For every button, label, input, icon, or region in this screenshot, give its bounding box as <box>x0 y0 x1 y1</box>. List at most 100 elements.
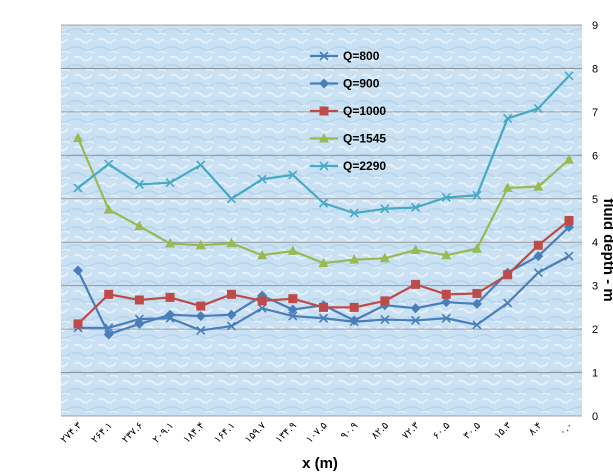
legend-entry: Q=800 <box>310 49 380 63</box>
data-point <box>472 320 482 330</box>
legend-marker <box>319 133 329 143</box>
data-point <box>533 240 543 250</box>
data-point <box>165 238 176 248</box>
data-point <box>288 170 298 180</box>
data-point <box>226 321 237 331</box>
data-point <box>380 204 390 214</box>
data-point <box>257 174 267 184</box>
data-point <box>533 268 543 278</box>
legend-marker <box>319 51 329 61</box>
data-point <box>226 289 236 299</box>
data-point <box>502 182 513 192</box>
data-point <box>379 252 390 263</box>
data-point <box>257 303 267 313</box>
series-2 <box>73 216 574 329</box>
data-point <box>349 254 360 264</box>
data-point <box>472 288 482 298</box>
legend-marker <box>319 106 329 116</box>
data-point <box>103 329 114 340</box>
data-point <box>226 237 237 248</box>
data-point <box>410 244 421 255</box>
data-point <box>195 311 206 322</box>
data-point <box>134 295 144 305</box>
data-point <box>533 103 543 113</box>
data-point <box>410 303 421 314</box>
y-tick-label: 1 <box>592 368 598 380</box>
data-point <box>533 181 544 191</box>
legend-entry: Q=2290 <box>310 159 386 173</box>
data-point <box>410 315 421 325</box>
data-point <box>134 220 145 231</box>
data-point <box>226 194 237 204</box>
data-point <box>195 239 206 250</box>
data-point <box>287 245 298 255</box>
y-tick-label: 3 <box>592 281 598 293</box>
data-point <box>288 311 298 321</box>
legend-entry: Q=900 <box>310 77 380 91</box>
data-point <box>73 132 83 142</box>
data-point <box>104 159 114 169</box>
data-point <box>471 298 482 309</box>
data-point <box>134 179 144 190</box>
data-point <box>441 249 452 260</box>
data-point <box>318 198 329 208</box>
data-point <box>103 204 114 214</box>
data-point <box>288 294 298 304</box>
data-point <box>349 315 360 326</box>
data-point <box>196 160 206 170</box>
y-tick-label: 0 <box>592 411 598 423</box>
data-point <box>73 265 83 276</box>
data-point <box>411 279 421 289</box>
legend-marker <box>319 161 329 171</box>
data-point <box>319 302 328 312</box>
data-point <box>318 313 329 323</box>
y-axis-label: fluid depth - m <box>600 198 613 301</box>
legend-label: Q=800 <box>343 49 380 63</box>
data-point <box>318 257 329 268</box>
y-tick-label: 8 <box>592 63 598 75</box>
data-point <box>165 178 175 188</box>
data-point <box>564 251 574 261</box>
data-point <box>287 304 298 315</box>
series-3 <box>73 132 574 268</box>
legend-label: Q=2290 <box>343 159 386 173</box>
data-point <box>73 183 83 193</box>
data-point <box>471 243 482 253</box>
y-tick-label: 2 <box>592 324 598 336</box>
data-point <box>349 302 359 312</box>
y-tick-label: 7 <box>592 107 598 119</box>
legend-label: Q=900 <box>343 77 380 91</box>
data-point <box>257 249 268 260</box>
x-axis-label: x (m) <box>302 455 338 472</box>
legend-label: Q=1545 <box>343 132 386 146</box>
legend-marker <box>319 78 329 89</box>
series-4 <box>73 71 574 218</box>
data-point <box>441 192 451 203</box>
series-group <box>73 71 574 340</box>
legend-label: Q=1000 <box>343 104 386 118</box>
data-point <box>564 216 574 225</box>
y-tick-label: 6 <box>592 150 598 162</box>
data-point <box>196 301 206 311</box>
data-point <box>165 309 176 320</box>
legend: Q=800 Q=900 Q=1000 Q=1545 Q=2290 <box>310 49 386 173</box>
data-point <box>104 289 114 299</box>
data-point <box>134 318 145 329</box>
data-point <box>441 297 452 308</box>
data-point <box>226 309 237 320</box>
data-point <box>196 325 206 335</box>
y-tick-label: 9 <box>592 20 598 32</box>
data-point <box>503 113 513 123</box>
data-point <box>165 292 175 302</box>
legend-entry: Q=1000 <box>310 104 386 118</box>
data-point <box>73 319 83 329</box>
data-point <box>441 289 451 299</box>
data-point <box>564 154 574 164</box>
data-point <box>410 202 421 213</box>
data-point <box>380 314 390 325</box>
data-point <box>380 296 390 306</box>
legend-entry: Q=1545 <box>310 132 386 146</box>
data-point <box>503 298 513 308</box>
y-tick-label: 4 <box>592 237 598 249</box>
